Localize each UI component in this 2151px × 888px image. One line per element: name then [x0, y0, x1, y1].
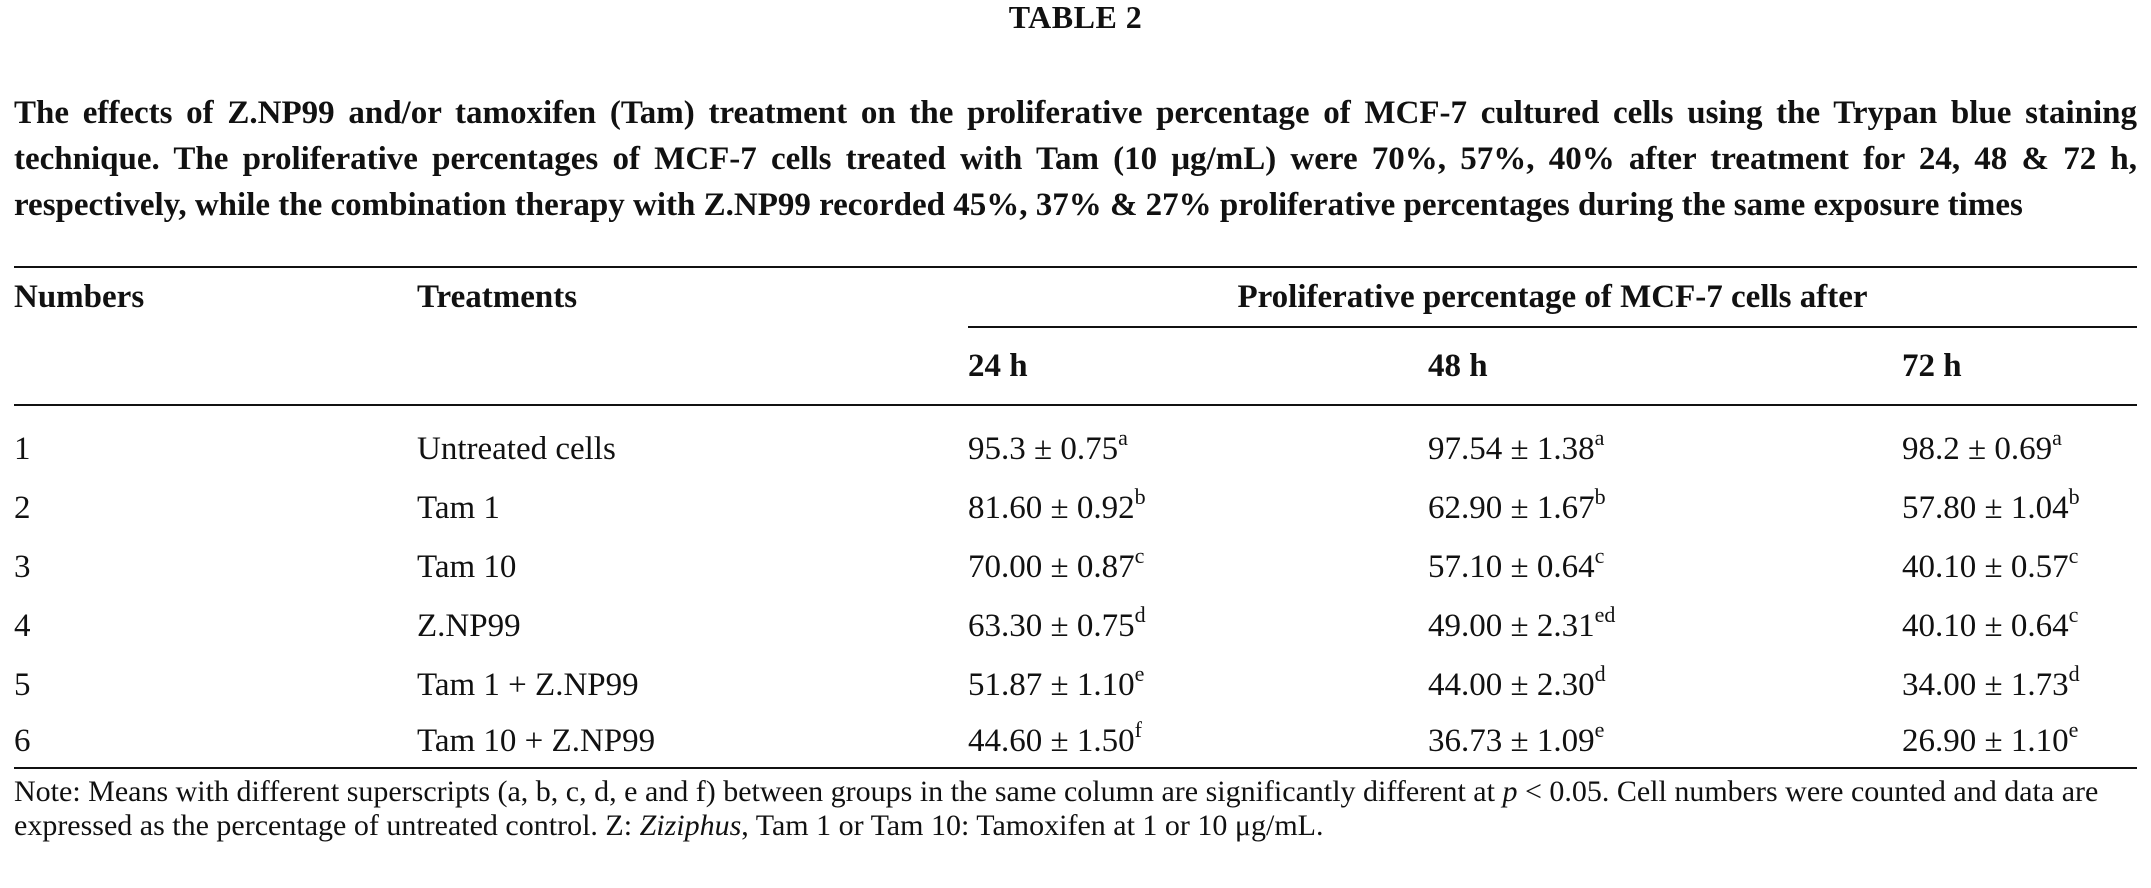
cell-number: 6 — [14, 715, 417, 769]
value-48h: 97.54 ± 1.38 — [1428, 431, 1595, 467]
value-24h: 70.00 ± 0.87 — [968, 549, 1135, 585]
table-label: TABLE 2 — [1008, 0, 1143, 35]
header-48h: 48 h — [1428, 327, 1902, 406]
value-48h: 62.90 ± 1.67 — [1428, 490, 1595, 526]
cell-treatment: Tam 10 + Z.NP99 — [417, 715, 968, 769]
value-72h: 98.2 ± 0.69 — [1902, 431, 2053, 467]
superscript-24h: b — [1134, 484, 1146, 509]
superscript-72h: e — [2068, 716, 2079, 742]
subheader-row: 24 h 48 h 72 h — [14, 327, 2137, 406]
cell-treatment: Z.NP99 — [417, 608, 521, 644]
cell-24h: 44.60 ± 1.50f — [968, 715, 1428, 769]
cell-48h: 62.90 ± 1.67b — [1428, 479, 1902, 538]
value-48h: 57.10 ± 0.64 — [1428, 549, 1595, 585]
value-72h: 40.10 ± 0.64 — [1902, 608, 2069, 644]
value-24h: 51.87 ± 1.10 — [968, 667, 1135, 703]
cell-24h: 70.00 ± 0.87c — [968, 538, 1428, 597]
header-24h: 24 h — [968, 327, 1428, 406]
note-p-symbol: p — [1502, 775, 1518, 808]
cell-treatment: Tam 1 — [417, 490, 500, 526]
value-48h: 36.73 ± 1.09 — [1428, 722, 1595, 759]
note-genus: Ziziphus — [639, 809, 742, 842]
cell-72h: 57.80 ± 1.04b — [1902, 479, 2137, 538]
superscript-48h: e — [1594, 716, 1605, 742]
superscript-48h: ed — [1594, 602, 1616, 627]
cell-number: 5 — [14, 667, 31, 703]
cell-treatment: Untreated cells — [417, 431, 616, 467]
value-72h: 57.80 ± 1.04 — [1902, 490, 2069, 526]
cell-number: 3 — [14, 549, 31, 585]
superscript-48h: b — [1594, 484, 1606, 509]
cell-72h: 34.00 ± 1.73d — [1902, 656, 2137, 715]
cell-48h: 44.00 ± 2.30d — [1428, 656, 1902, 715]
table-row: 4 Z.NP99 63.30 ± 0.75d 49.00 ± 2.31ed 40… — [14, 597, 2137, 656]
superscript-24h: c — [1134, 543, 1145, 568]
superscript-24h: f — [1134, 716, 1142, 742]
note-text-3: , Tam 1 or Tam 10: Tamoxifen at 1 or 10 … — [741, 809, 1324, 842]
cell-72h: 98.2 ± 0.69a — [1902, 405, 2137, 479]
cell-treatment: Tam 10 — [417, 549, 517, 585]
cell-72h: 40.10 ± 0.57c — [1902, 538, 2137, 597]
value-24h: 95.3 ± 0.75 — [968, 431, 1119, 467]
header-numbers: Numbers — [14, 266, 417, 327]
cell-24h: 51.87 ± 1.10e — [968, 656, 1428, 715]
superscript-48h: d — [1594, 661, 1606, 686]
value-24h: 44.60 ± 1.50 — [968, 722, 1135, 759]
document-page: TABLE 2 The effects of Z.NP99 and/or tam… — [14, 0, 2137, 843]
subheader-empty-1 — [14, 327, 417, 406]
value-48h: 44.00 ± 2.30 — [1428, 667, 1595, 703]
superscript-48h: a — [1594, 425, 1605, 450]
superscript-72h: c — [2068, 543, 2079, 568]
cell-48h: 57.10 ± 0.64c — [1428, 538, 1902, 597]
superscript-48h: c — [1594, 543, 1605, 568]
cell-72h: 40.10 ± 0.64c — [1902, 597, 2137, 656]
cell-48h: 97.54 ± 1.38a — [1428, 405, 1902, 479]
cell-number: 2 — [14, 490, 31, 526]
cell-24h: 63.30 ± 0.75d — [968, 597, 1428, 656]
superscript-72h: a — [2052, 425, 2062, 450]
value-72h: 34.00 ± 1.73 — [1902, 667, 2069, 703]
table-row: 1 Untreated cells 95.3 ± 0.75a 97.54 ± 1… — [14, 405, 2137, 479]
cell-24h: 81.60 ± 0.92b — [968, 479, 1428, 538]
cell-treatment: Tam 1 + Z.NP99 — [417, 667, 639, 703]
header-72h: 72 h — [1902, 327, 2137, 406]
table-row: 5 Tam 1 + Z.NP99 51.87 ± 1.10e 44.00 ± 2… — [14, 656, 2137, 715]
value-72h: 26.90 ± 1.10 — [1902, 722, 2069, 759]
header-group: Proliferative percentage of MCF-7 cells … — [968, 266, 2137, 328]
cell-48h: 49.00 ± 2.31ed — [1428, 597, 1902, 656]
cell-24h: 95.3 ± 0.75a — [968, 405, 1428, 479]
cell-number: 1 — [14, 431, 31, 467]
note-text-1: Note: Means with different superscripts … — [14, 775, 1503, 808]
value-48h: 49.00 ± 2.31 — [1428, 608, 1595, 644]
note-text-2: < 0.05. Cell numbers were counted and da… — [14, 775, 2099, 842]
results-table: Numbers Treatments Proliferative percent… — [14, 266, 2137, 769]
table-row: 2 Tam 1 81.60 ± 0.92b 62.90 ± 1.67b 57.8… — [14, 479, 2137, 538]
superscript-24h: a — [1118, 425, 1128, 450]
superscript-72h: b — [2068, 484, 2080, 509]
superscript-24h: d — [1134, 602, 1146, 627]
table-caption: The effects of Z.NP99 and/or tamoxifen (… — [14, 95, 2137, 223]
value-24h: 63.30 ± 0.75 — [968, 608, 1135, 644]
superscript-72h: d — [2068, 661, 2080, 686]
table-note: Note: Means with different superscripts … — [14, 775, 2137, 843]
header-row: Numbers Treatments Proliferative percent… — [14, 266, 2137, 328]
header-treatments: Treatments — [417, 266, 968, 327]
table-row: 6 Tam 10 + Z.NP99 44.60 ± 1.50f 36.73 ± … — [14, 715, 2137, 769]
value-72h: 40.10 ± 0.57 — [1902, 549, 2069, 585]
cell-number: 4 — [14, 608, 31, 644]
value-24h: 81.60 ± 0.92 — [968, 490, 1135, 526]
superscript-72h: c — [2068, 602, 2079, 627]
cell-72h: 26.90 ± 1.10e — [1902, 715, 2137, 769]
subheader-empty-2 — [417, 327, 968, 406]
superscript-24h: e — [1134, 661, 1145, 686]
table-row: 3 Tam 10 70.00 ± 0.87c 57.10 ± 0.64c 40.… — [14, 538, 2137, 597]
cell-48h: 36.73 ± 1.09e — [1428, 715, 1902, 769]
